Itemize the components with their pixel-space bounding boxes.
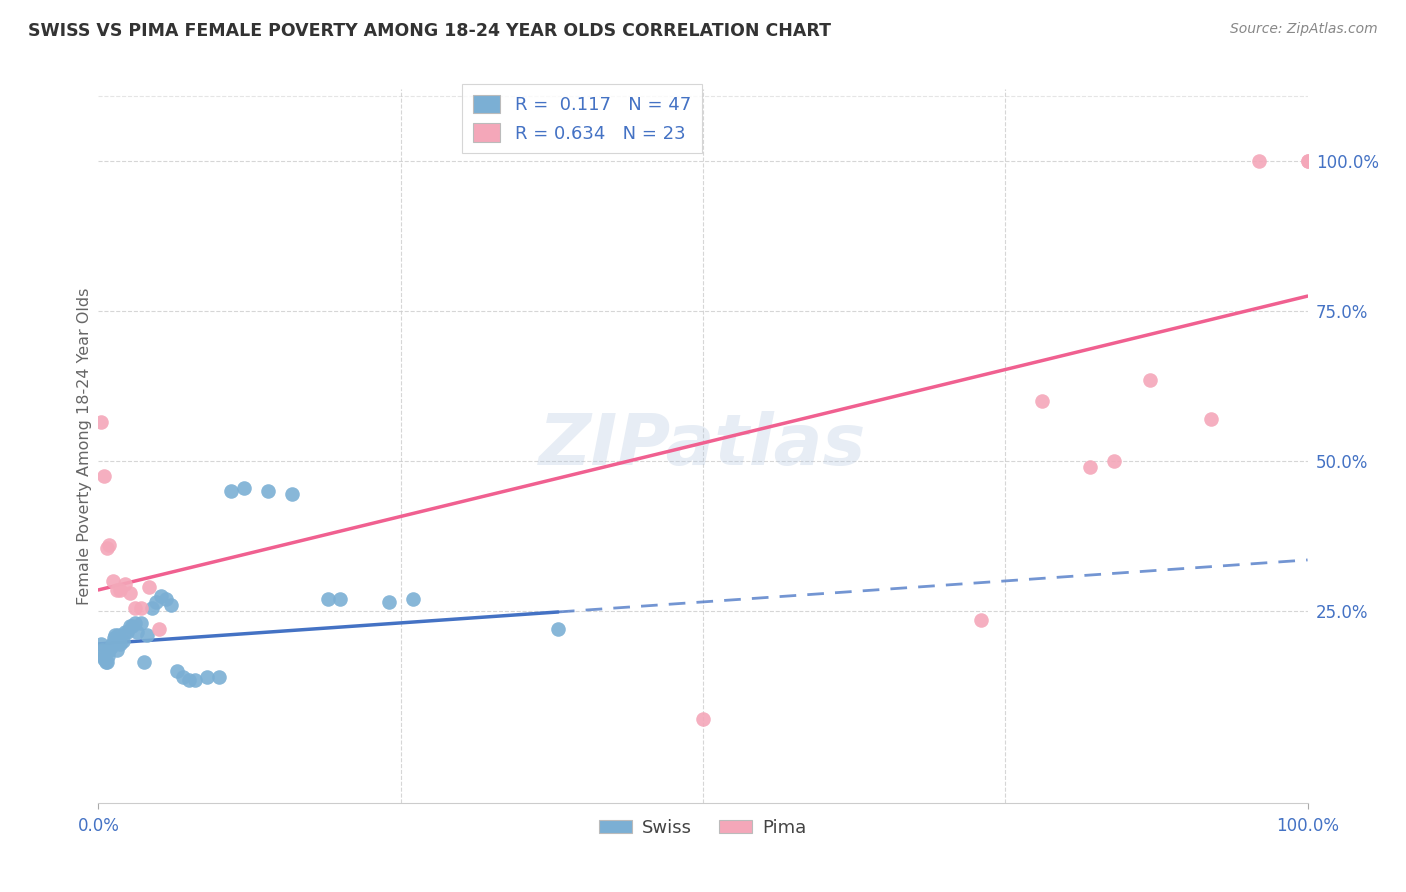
Point [208, 670, 231, 684]
Point [114, 624, 136, 639]
Point [145, 595, 167, 609]
Point [166, 664, 188, 678]
Point [97, 648, 120, 663]
Point [1296, 154, 1319, 169]
Point [127, 624, 149, 639]
Point [138, 580, 160, 594]
Point [96, 655, 118, 669]
Point [94, 655, 117, 669]
Point [101, 637, 124, 651]
Point [104, 628, 127, 642]
Point [160, 598, 183, 612]
Point [221, 483, 243, 498]
Point [105, 582, 128, 597]
Point [108, 582, 131, 597]
Point [124, 601, 146, 615]
Point [134, 655, 156, 669]
Point [103, 631, 125, 645]
Point [148, 622, 170, 636]
Point [256, 483, 278, 498]
Point [129, 601, 152, 615]
Point [124, 615, 146, 630]
Text: Source: ZipAtlas.com: Source: ZipAtlas.com [1230, 22, 1378, 37]
Point [105, 643, 128, 657]
Point [90, 637, 112, 651]
Point [98, 538, 121, 552]
Text: ZIPatlas: ZIPatlas [540, 411, 866, 481]
Point [96, 541, 118, 555]
Point [101, 574, 124, 588]
Point [91, 648, 114, 663]
Point [118, 586, 141, 600]
Point [1296, 154, 1319, 169]
Point [1031, 394, 1053, 409]
Point [108, 633, 131, 648]
Point [121, 619, 143, 633]
Point [195, 670, 218, 684]
Point [281, 487, 304, 501]
Point [316, 591, 339, 606]
Point [1102, 454, 1125, 468]
Point [692, 712, 714, 726]
Point [329, 591, 352, 606]
Point [172, 670, 194, 684]
Point [91, 643, 114, 657]
Point [117, 624, 139, 639]
Point [98, 643, 121, 657]
Point [93, 469, 115, 483]
Point [232, 481, 254, 495]
Point [1199, 412, 1222, 426]
Point [100, 637, 122, 651]
Point [111, 633, 134, 648]
Point [402, 591, 425, 606]
Point [108, 637, 131, 651]
Point [179, 673, 201, 687]
Point [547, 622, 569, 636]
Point [184, 673, 207, 687]
Point [970, 613, 993, 627]
Point [129, 615, 152, 630]
Point [118, 619, 141, 633]
Point [90, 415, 112, 429]
Point [100, 640, 122, 654]
Point [1139, 373, 1161, 387]
Point [377, 595, 399, 609]
Y-axis label: Female Poverty Among 18-24 Year Olds: Female Poverty Among 18-24 Year Olds [77, 287, 91, 605]
Point [93, 652, 115, 666]
Point [1249, 154, 1271, 169]
Point [150, 589, 173, 603]
Point [1078, 460, 1101, 475]
Point [114, 577, 136, 591]
Text: SWISS VS PIMA FEMALE POVERTY AMONG 18-24 YEAR OLDS CORRELATION CHART: SWISS VS PIMA FEMALE POVERTY AMONG 18-24… [28, 22, 831, 40]
Point [135, 628, 157, 642]
Point [141, 601, 163, 615]
Point [155, 591, 177, 606]
Legend: Swiss, Pima: Swiss, Pima [592, 812, 814, 844]
Point [107, 628, 129, 642]
